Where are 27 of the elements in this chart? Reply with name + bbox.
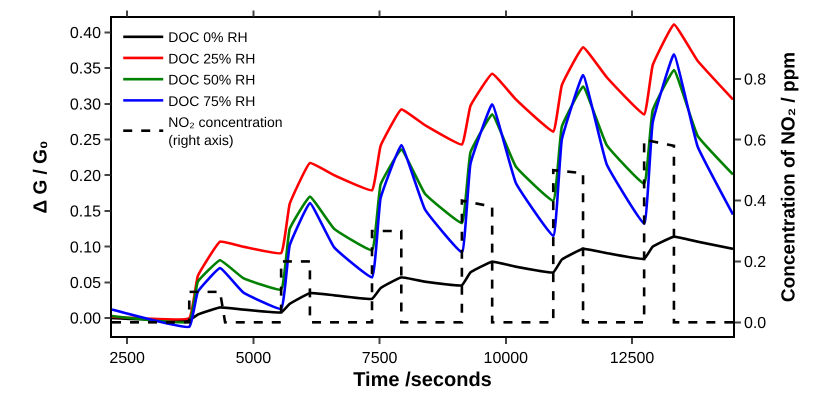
y-tick-label: 0.25 <box>70 132 102 150</box>
x-tick-label: 2500 <box>109 350 146 367</box>
y2-tick-label: 0.4 <box>744 193 766 210</box>
y-tick-label: 0.30 <box>70 96 102 114</box>
y-tick-label: 0.20 <box>70 168 102 185</box>
y-tick-label: 0.35 <box>70 60 102 78</box>
y-axis-title: Δ G / G₀ <box>30 140 52 214</box>
legend-label: DOC 50% RH <box>168 72 256 88</box>
y2-tick-label: 0.0 <box>744 314 766 332</box>
y-tick-label: 0.05 <box>70 275 102 292</box>
x-tick-label: 7500 <box>362 350 398 367</box>
y2-tick-label: 0.8 <box>744 71 766 88</box>
x-tick-label: 12500 <box>610 350 654 367</box>
legend-label: NO₂ concentration (right axis) <box>168 114 283 148</box>
y2-axis-title: Concentration of NO₂ / ppm <box>778 52 800 302</box>
y-tick-label: 0.10 <box>70 239 102 256</box>
x-tick-label: 5000 <box>236 350 272 367</box>
y-tick-label: 0.00 <box>70 310 102 328</box>
y-tick-label: 0.15 <box>70 204 102 221</box>
x-axis-title: Time /seconds <box>353 368 492 391</box>
y2-tick-label: 0.2 <box>744 254 766 272</box>
legend-label: DOC 25% RH <box>168 50 256 66</box>
y2-tick-label: 0.6 <box>744 132 766 150</box>
x-tick-label: 10000 <box>484 350 528 367</box>
legend-label: DOC 0% RH <box>168 29 248 46</box>
legend-label: DOC 75% RH <box>168 92 256 109</box>
y-tick-label: 0.40 <box>70 24 102 42</box>
